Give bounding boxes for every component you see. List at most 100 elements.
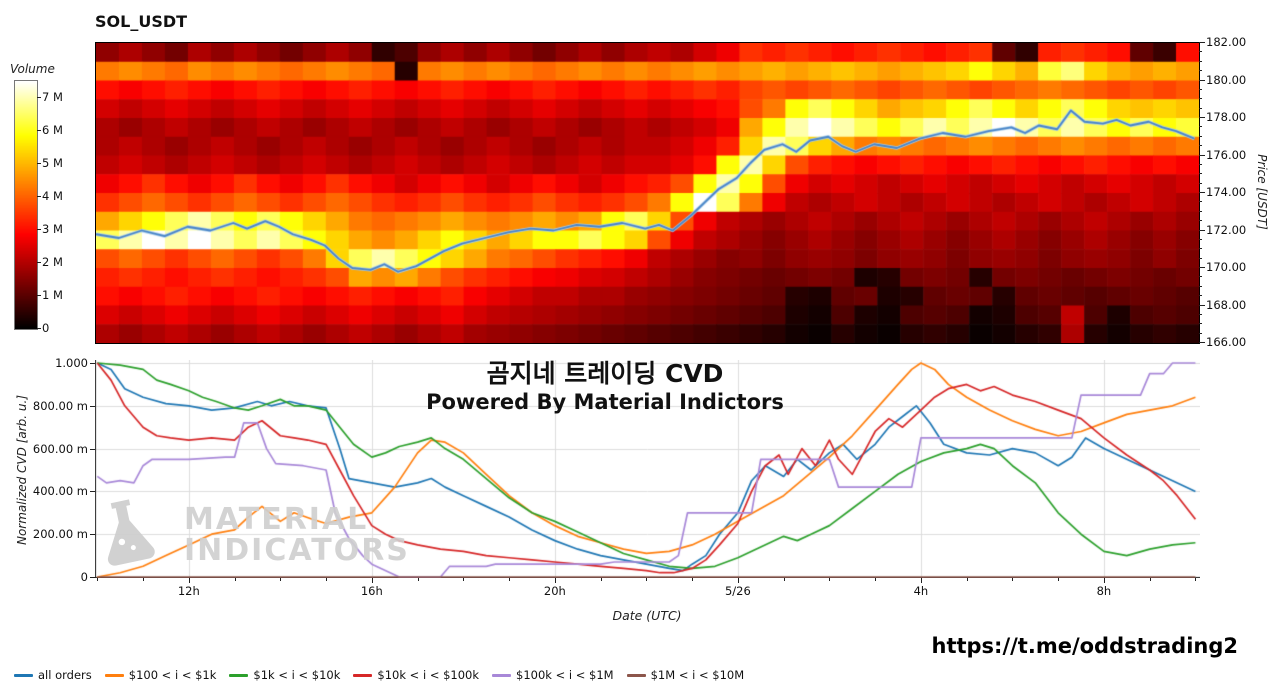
price-tick-label: 172.00 xyxy=(1206,222,1247,237)
price-tick-mark xyxy=(1199,173,1202,175)
price-tick-mark xyxy=(1199,229,1205,231)
legend-swatch xyxy=(14,673,33,677)
watermark-line2: INDICATORS xyxy=(184,533,410,568)
volume-scale-label: Volume xyxy=(10,62,55,76)
legend-label: $10k < i < $100k xyxy=(377,668,480,682)
cvd-y-tick-mark xyxy=(90,363,95,364)
cvd-y-tick-mark xyxy=(90,448,95,450)
cvd-y-tick-label: 600.00 m xyxy=(32,441,88,456)
watermark-text: MATERIAL INDICATORS xyxy=(184,504,410,566)
price-tick-label: 170.00 xyxy=(1206,260,1247,274)
price-tick-mark xyxy=(1199,117,1205,118)
legend-swatch xyxy=(104,673,124,677)
price-tick-mark xyxy=(1199,332,1202,334)
cvd-x-tick-mark xyxy=(188,578,190,583)
volume-tick-mark xyxy=(37,129,41,131)
cvd-x-tick-label: 20h xyxy=(543,584,566,598)
chart-title: SOL_USDT xyxy=(95,12,188,31)
volume-tick-mark xyxy=(37,328,41,329)
price-tick-label: 178.00 xyxy=(1206,110,1247,124)
legend-swatch xyxy=(353,673,373,677)
price-tick-mark xyxy=(1199,154,1205,156)
price-tick-mark xyxy=(1199,210,1202,212)
cvd-x-tick-label: 16h xyxy=(360,584,383,598)
volume-tick-label: 6 M xyxy=(42,122,63,137)
cvd-y-tick-mark xyxy=(90,491,95,493)
watermark-line1: MATERIAL xyxy=(184,502,369,537)
price-tick-label: 180.00 xyxy=(1206,72,1247,87)
cvd-y-tick-label: 1.000 xyxy=(55,356,88,370)
cvd-x-tick-mark xyxy=(646,578,648,581)
price-tick-label: 182.00 xyxy=(1206,35,1247,49)
price-tick-mark xyxy=(1199,126,1202,128)
price-tick-mark xyxy=(1199,107,1202,109)
cvd-x-tick-mark xyxy=(783,578,785,581)
volume-tick-label: 1 M xyxy=(42,287,63,302)
telegram-url: https://t.me/oddstrading2 xyxy=(931,634,1239,658)
price-tick-mark xyxy=(1199,313,1202,315)
price-tick-mark xyxy=(1199,257,1202,259)
cvd-x-tick-label: 8h xyxy=(1096,584,1112,598)
cvd-y-axis-label: Normalized CVD [arb. u.] xyxy=(15,394,29,546)
cvd-y-tick-label: 0 xyxy=(80,570,88,584)
legend-item: $100k < i < $1M xyxy=(492,668,614,682)
liquidity-heatmap-canvas xyxy=(95,42,1200,344)
price-tick-mark xyxy=(1199,135,1202,137)
price-tick-mark xyxy=(1199,238,1202,240)
price-tick-mark xyxy=(1199,285,1202,287)
price-tick-mark xyxy=(1199,248,1202,250)
cvd-y-tick-mark xyxy=(90,405,95,407)
legend-label: $1M < i < $10M xyxy=(650,668,745,682)
legend-item: all orders xyxy=(14,668,92,682)
volume-tick-mark xyxy=(37,261,41,263)
cvd-y-tick-label: 400.00 m xyxy=(32,484,88,499)
watermark: MATERIAL INDICATORS xyxy=(84,492,410,578)
legend-label: all orders xyxy=(38,668,92,682)
price-tick-mark xyxy=(1199,276,1202,278)
cvd-x-tick-mark xyxy=(554,578,556,583)
cvd-y-tick-label: 800.00 m xyxy=(32,398,88,413)
cvd-y-tick-label: 200.00 m xyxy=(32,527,88,542)
price-tick-mark xyxy=(1199,295,1202,297)
legend-item: $10k < i < $100k xyxy=(353,668,479,682)
price-tick-label: 174.00 xyxy=(1206,185,1247,199)
cvd-x-tick-mark xyxy=(1058,578,1060,581)
price-tick-mark xyxy=(1199,79,1205,81)
volume-tick-label: 3 M xyxy=(42,221,63,236)
cvd-x-tick-mark xyxy=(966,578,968,581)
legend-swatch xyxy=(492,673,512,677)
volume-tick-label: 7 M xyxy=(42,89,63,104)
price-tick-mark xyxy=(1199,201,1202,203)
price-tick-mark xyxy=(1199,88,1202,90)
cvd-x-tick-mark xyxy=(600,578,602,581)
cvd-x-tick-mark xyxy=(143,578,145,581)
price-tick-mark xyxy=(1199,145,1202,147)
cvd-x-tick-mark xyxy=(509,578,511,581)
volume-tick-mark xyxy=(37,162,41,164)
cvd-x-tick-mark xyxy=(829,578,831,581)
price-tick-mark xyxy=(1199,182,1202,184)
cvd-x-tick-label: 12h xyxy=(177,584,200,598)
cvd-x-tick-mark xyxy=(1103,578,1105,583)
price-tick-mark xyxy=(1199,192,1205,193)
legend-label: $100k < i < $1M xyxy=(516,668,614,682)
volume-tick-label: 4 M xyxy=(42,188,63,203)
legend-item: $100 < i < $1k xyxy=(104,668,216,682)
legend-swatch xyxy=(229,673,249,677)
volume-tick-label: 0 xyxy=(42,321,50,335)
volume-tick-label: 2 M xyxy=(42,254,63,269)
cvd-x-tick-mark xyxy=(417,578,419,581)
price-tick-mark xyxy=(1199,42,1205,43)
volume-tick-mark xyxy=(37,96,41,98)
volume-tick-mark xyxy=(37,195,41,197)
cvd-x-tick-mark xyxy=(234,578,236,581)
price-tick-mark xyxy=(1199,51,1202,53)
volume-tick-mark xyxy=(37,228,41,230)
cvd-x-tick-label: 5/26 xyxy=(724,584,751,598)
cvd-y-tick-mark xyxy=(90,577,95,578)
cvd-x-tick-mark xyxy=(692,578,694,581)
cvd-y-tick-mark xyxy=(90,534,95,536)
cvd-x-tick-label: 4h xyxy=(913,584,929,598)
volume-tick-label: 5 M xyxy=(42,155,63,170)
cvd-x-tick-mark xyxy=(737,578,739,583)
